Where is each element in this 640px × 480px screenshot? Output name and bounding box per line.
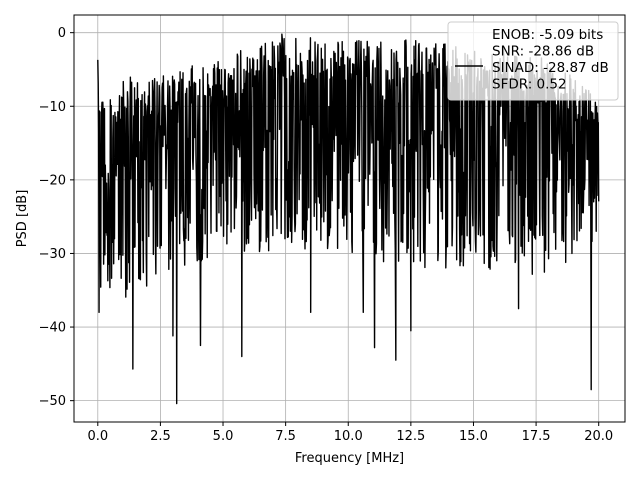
psd-series [97, 33, 600, 405]
y-tick-label: −30 [39, 247, 66, 262]
y-tick-label: −50 [39, 394, 66, 409]
legend-sfdr: SFDR: 0.52 [492, 77, 567, 93]
plot-frame [73, 14, 626, 423]
legend-box [447, 21, 619, 101]
x-axis-label: Frequency [MHz] [295, 451, 404, 466]
legend-sinad: SINAD: -28.87 dB [492, 60, 609, 76]
x-tick-label: 7.5 [275, 429, 296, 444]
legend-enob: ENOB: -5.09 bits [492, 27, 603, 43]
legend: ENOB: -5.09 bits SNR: -28.86 dB SINAD: -… [447, 21, 619, 101]
y-axis-label: PSD [dB] [15, 190, 30, 248]
x-tick-label: 2.5 [150, 429, 171, 444]
axis-ticks: 0.0 2.5 5.0 7.5 10.0 12.5 15.0 17.5 20.0 0 −10 −20 −… [39, 26, 614, 444]
y-tick-label: −10 [39, 100, 66, 115]
x-tick-label: 0.0 [87, 429, 108, 444]
x-tick-label: 17.5 [522, 429, 551, 444]
x-tick-label: 20.0 [584, 429, 613, 444]
psd-line [97, 33, 600, 405]
x-tick-label: 15.0 [459, 429, 488, 444]
x-tick-label: 12.5 [396, 429, 425, 444]
y-tick-label: −20 [39, 173, 66, 188]
y-tick-label: 0 [58, 26, 66, 41]
y-tick-label: −40 [39, 321, 66, 336]
x-tick-label: 10.0 [334, 429, 363, 444]
x-tick-label: 5.0 [213, 429, 234, 444]
legend-snr: SNR: -28.86 dB [492, 44, 594, 60]
